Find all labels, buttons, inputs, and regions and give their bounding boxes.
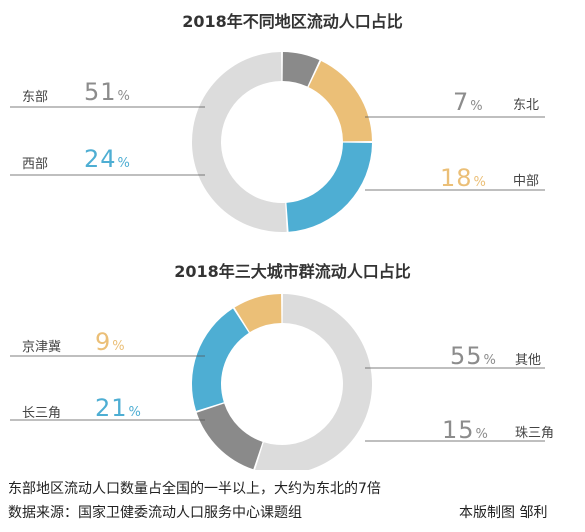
- chart-2-title: 2018年三大城市群流动人口占比: [174, 262, 411, 281]
- label-west: 西部: [22, 157, 49, 172]
- chart-1-title: 2018年不同地区流动人口占比: [182, 12, 403, 31]
- donut-2-slice-2: [196, 403, 263, 470]
- label-other: 其他: [515, 353, 542, 368]
- donut-1-slice-4: [192, 52, 287, 232]
- donut-1-slice-2: [308, 60, 372, 142]
- credit-text: 本版制图 邹利: [459, 505, 548, 521]
- value-northeast: 7%: [453, 88, 484, 116]
- chart-svg: [10, 52, 545, 470]
- donut-2-slice-1: [255, 294, 372, 470]
- value-west: 24%: [84, 145, 131, 173]
- donut-1-slice-3: [286, 142, 372, 232]
- label-northeast: 东北: [513, 98, 540, 113]
- value-central: 18%: [440, 164, 487, 192]
- label-central: 中部: [513, 174, 540, 189]
- value-other: 55%: [450, 342, 497, 370]
- value-east: 51%: [84, 78, 131, 106]
- source-text: 数据来源：国家卫健委流动人口服务中心课题组: [8, 505, 302, 521]
- value-yangtze-delta: 21%: [95, 394, 142, 422]
- label-pearl-delta: 珠三角: [515, 426, 555, 441]
- label-yangtze-delta: 长三角: [22, 406, 62, 421]
- label-jingjinji: 京津冀: [22, 340, 62, 355]
- donut-2-slice-3: [192, 308, 249, 411]
- caption-text: 东部地区流动人口数量占全国的一半以上，大约为东北的7倍: [8, 481, 381, 497]
- value-jingjinji: 9%: [95, 328, 126, 356]
- donut-2-slice-4: [234, 294, 282, 333]
- donut-1-slice-1: [282, 52, 320, 87]
- value-pearl-delta: 15%: [442, 416, 489, 444]
- label-east: 东部: [22, 90, 49, 105]
